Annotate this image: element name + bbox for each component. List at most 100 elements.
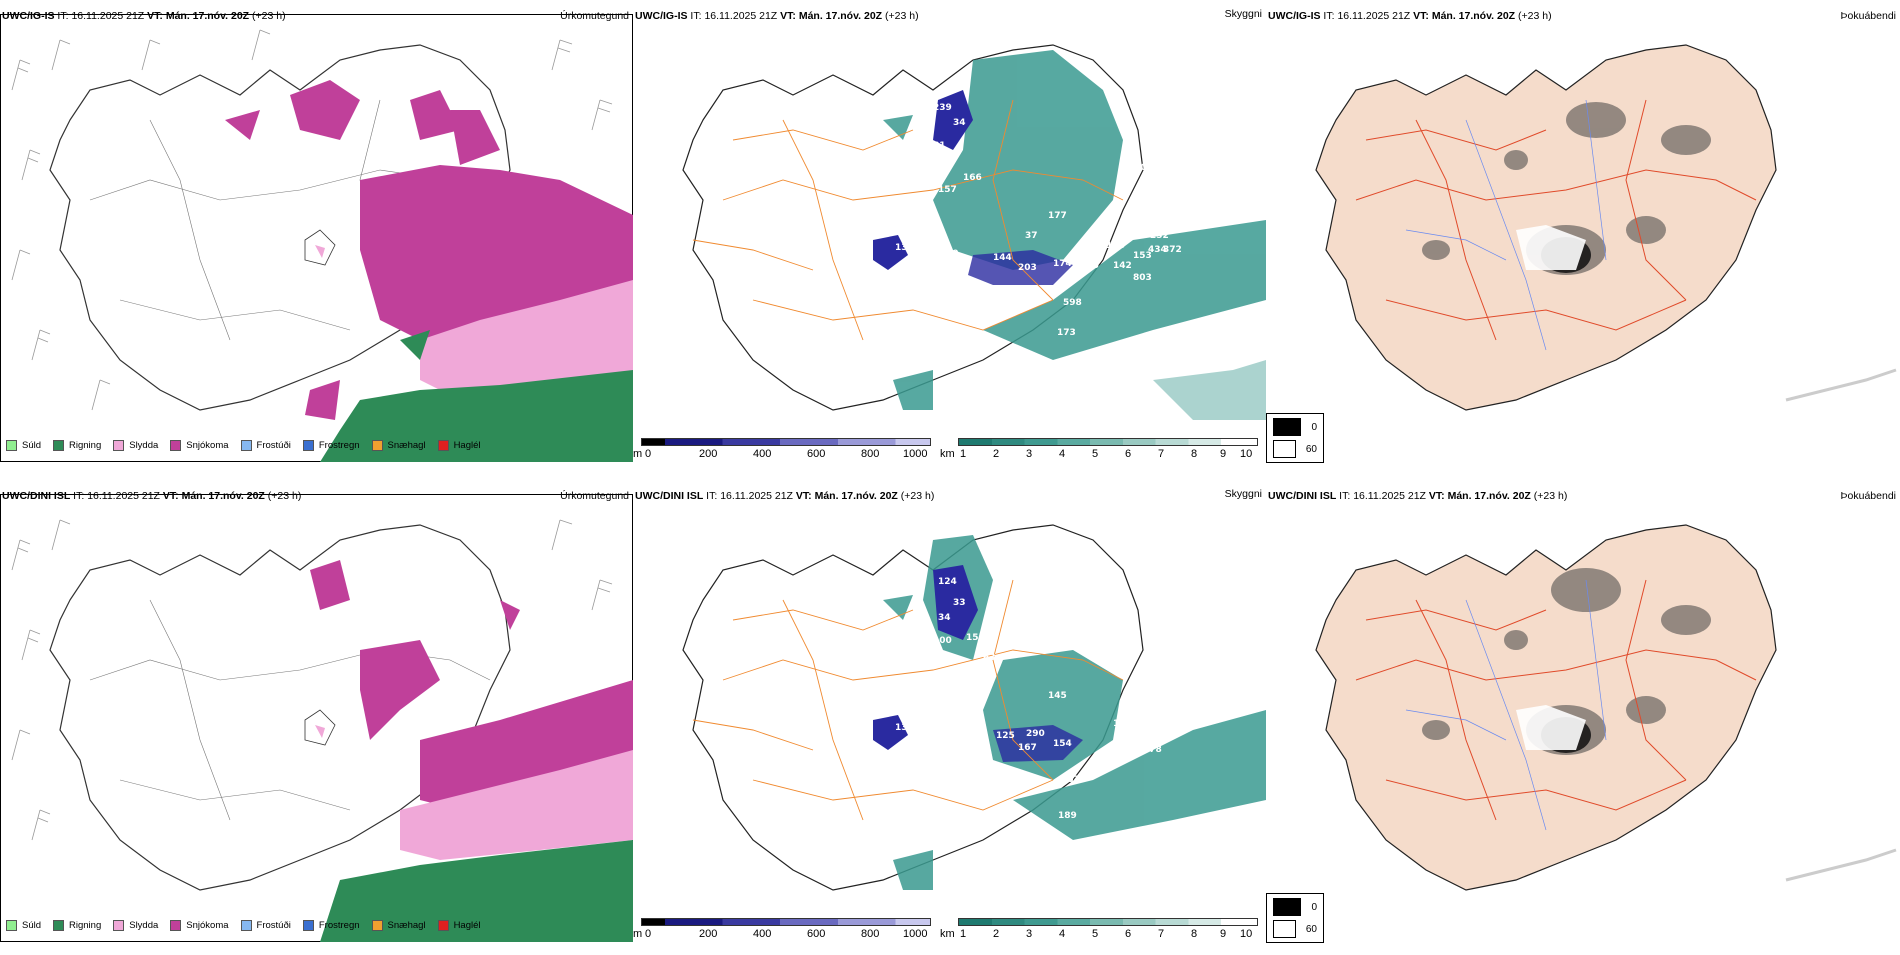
svg-text:322: 322: [1143, 193, 1162, 203]
svg-text:135: 135: [1143, 729, 1162, 739]
svg-text:223: 223: [916, 158, 935, 168]
svg-text:37: 37: [1025, 231, 1038, 241]
sleet-area: [420, 280, 633, 400]
svg-text:563: 563: [1143, 143, 1162, 153]
panel-header: UWC/IG-IS IT: 16.11.2025 21Z VT: Mán. 17…: [1268, 10, 1552, 22]
svg-text:100: 100: [933, 636, 952, 646]
svg-text:154: 154: [1053, 739, 1072, 749]
svg-text:240: 240: [1128, 163, 1147, 173]
svg-text:34: 34: [918, 118, 931, 128]
visibility-value-labels: 239 34 34 81 223 166 157 177 37 563 240 …: [788, 103, 1182, 338]
panel-header: UWC/IG-IS IT: 16.11.2025 21Z VT: Mán. 17…: [635, 10, 919, 22]
fog-legend: 0 60: [1266, 893, 1324, 943]
legend-item-sudl: Súld: [6, 440, 41, 451]
svg-text:123: 123: [1113, 719, 1132, 729]
svg-text:278: 278: [1143, 745, 1162, 755]
visibility-colorbar-meters: m 0 200 400 600 800 1000: [633, 915, 933, 943]
svg-text:63: 63: [983, 653, 996, 663]
legend-item-snaehagl: Snæhagl: [371, 920, 426, 931]
svg-text:434: 434: [1148, 245, 1167, 255]
rivers: [1405, 99, 1607, 351]
svg-text:198: 198: [1106, 241, 1125, 251]
panel-header: UWC/IG-IS IT: 16.11.2025 21Z VT: Mán. 17…: [2, 10, 286, 22]
panel-title: Skyggni: [1224, 488, 1262, 500]
visibility-colorbar-km: km 1 2 3 4 5 6 7 8 9 10: [940, 435, 1260, 463]
precip-type-panel-top: UWC/IG-IS IT: 16.11.2025 21Z VT: Mán. 17…: [0, 0, 633, 475]
legend-item-slydda: Slydda: [113, 440, 158, 451]
svg-text:34: 34: [953, 118, 966, 128]
svg-text:125: 125: [996, 731, 1015, 741]
precip-legend: Súld Rigning Slydda Snjókoma Frostúði Fr…: [6, 920, 493, 931]
fog-legend-high: 60: [1273, 440, 1317, 458]
svg-text:467: 467: [1061, 775, 1080, 785]
svg-text:198: 198: [1148, 213, 1167, 223]
svg-text:177: 177: [1048, 211, 1067, 221]
panel-title: Þokuábendi: [1840, 490, 1896, 502]
svg-text:203: 203: [1018, 263, 1037, 273]
svg-text:803: 803: [1133, 273, 1152, 283]
iceland-fog-map: [1315, 524, 1897, 891]
iceland-precip-map: [11, 519, 633, 942]
iceland-visibility-map: 239 34 34 81 223 166 157 177 37 563 240 …: [682, 44, 1266, 420]
iceland-precip-map: [11, 29, 633, 462]
panel-header: UWC/DINI ISL IT: 16.11.2025 21Z VT: Mán.…: [1268, 490, 1568, 502]
legend-item-rigning: Rigning: [53, 440, 101, 451]
visibility-colorbar-km: km 1 2 3 4 5 6 7 8 9 10: [940, 915, 1260, 943]
visibility-value-labels: 124 33 34 100 155 63 76 145 125 290 167 …: [895, 577, 1190, 821]
svg-text:124: 124: [938, 577, 957, 587]
precip-legend: Súld Rigning Slydda Snjókoma Frostúði Fr…: [6, 440, 493, 451]
fog-legend-low: 0: [1273, 418, 1317, 436]
legend-item-snjokoma: Snjókoma: [170, 440, 229, 451]
svg-text:167: 167: [1018, 743, 1037, 753]
fog-panel-top: UWC/IG-IS IT: 16.11.2025 21Z VT: Mán. 17…: [1266, 0, 1900, 475]
svg-text:189: 189: [1058, 811, 1077, 821]
fog-panel-bottom: UWC/DINI ISL IT: 16.11.2025 21Z VT: Mán.…: [1266, 480, 1900, 955]
svg-text:81: 81: [933, 141, 946, 151]
svg-text:153: 153: [1133, 251, 1152, 261]
svg-text:287: 287: [1153, 225, 1172, 235]
legend-item-rigning: Rigning: [53, 920, 101, 931]
svg-text:80: 80: [946, 249, 959, 259]
panel-title: Þokuábendi: [1840, 10, 1896, 22]
legend-item-frostregn: Frostregn: [302, 920, 360, 931]
legend-item-snjokoma: Snjókoma: [170, 920, 229, 931]
svg-text:598: 598: [1063, 298, 1082, 308]
legend-item-frostregn: Frostregn: [302, 440, 360, 451]
visibility-teal-areas: [883, 50, 1266, 420]
legend-item-slydda: Slydda: [113, 920, 158, 931]
svg-text:101: 101: [1115, 739, 1134, 749]
panel-header: UWC/DINI ISL IT: 16.11.2025 21Z VT: Mán.…: [2, 490, 302, 502]
legend-item-snaehagl: Snæhagl: [371, 440, 426, 451]
svg-text:76: 76: [949, 718, 962, 728]
fog-legend-high: 60: [1273, 920, 1317, 938]
legend-item-haglel: Haglél: [437, 920, 481, 931]
svg-text:34: 34: [938, 613, 951, 623]
rain-area: [320, 370, 633, 462]
svg-text:290: 290: [1026, 729, 1045, 739]
panel-title: Úrkomutegund: [560, 10, 629, 22]
fog-legend: 0 60: [1266, 413, 1324, 463]
svg-text:174: 174: [1053, 259, 1072, 269]
svg-text:336: 336: [1080, 261, 1099, 271]
visibility-panel-bottom: UWC/DINI ISL IT: 16.11.2025 21Z VT: Mán.…: [633, 480, 1266, 955]
svg-text:136: 136: [895, 243, 914, 253]
snow-areas: [225, 80, 633, 420]
fog-road-network: [1355, 99, 1757, 341]
precip-type-panel-bottom: UWC/DINI ISL IT: 16.11.2025 21Z VT: Mán.…: [0, 480, 633, 955]
svg-text:173: 173: [1057, 328, 1076, 338]
svg-text:145: 145: [1048, 691, 1067, 701]
visibility-colorbar-meters: m 0 200 400 600 800 1000: [633, 435, 933, 463]
svg-text:136: 136: [895, 723, 914, 733]
road-network: [692, 99, 1124, 341]
svg-text:239: 239: [933, 103, 952, 113]
legend-item-haglel: Haglél: [437, 440, 481, 451]
svg-text:232: 232: [1150, 231, 1169, 241]
svg-text:142: 142: [1113, 261, 1132, 271]
panel-header: UWC/DINI ISL IT: 16.11.2025 21Z VT: Mán.…: [635, 490, 935, 502]
panel-title: Skyggni: [1224, 8, 1262, 20]
legend-item-frostudi: Frostúði: [240, 440, 291, 451]
visibility-panel-top: UWC/IG-IS IT: 16.11.2025 21Z VT: Mán. 17…: [633, 0, 1266, 475]
svg-text:111: 111: [1171, 725, 1190, 735]
fog-legend-low: 0: [1273, 898, 1317, 916]
legend-item-frostudi: Frostúði: [240, 920, 291, 931]
